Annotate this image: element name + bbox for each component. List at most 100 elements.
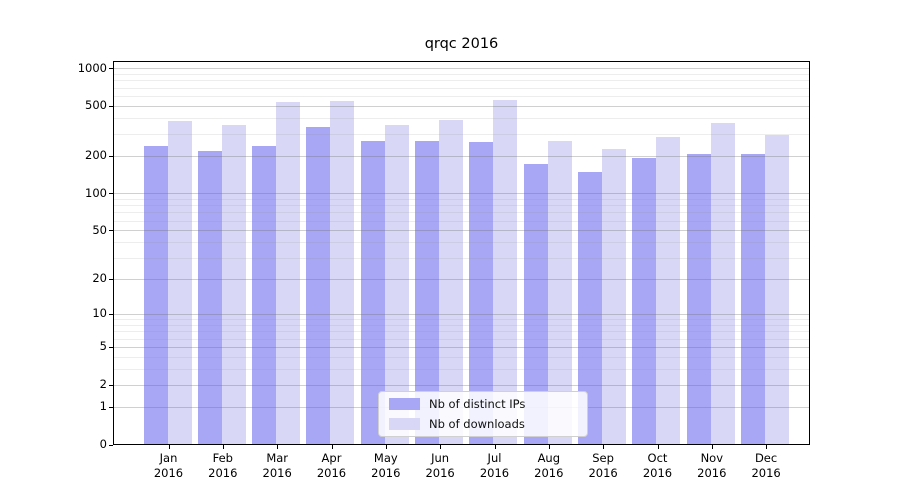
x-tick-label-month: Feb [212, 451, 233, 465]
x-tick [222, 445, 224, 449]
bar-downloads-nov [710, 123, 735, 445]
gridline-minor [114, 133, 809, 135]
x-tick-label-year: 2016 [262, 466, 292, 480]
x-tick-label-month: Jul [487, 451, 502, 465]
y-tick [109, 105, 113, 107]
y-tick-label: 1 [99, 399, 107, 414]
y-tick [109, 406, 113, 408]
x-tick-label-month: Mar [266, 451, 289, 465]
bar-downloads-jul [493, 99, 518, 445]
gridline-minor [114, 74, 809, 75]
bar-downloads-mar [276, 101, 301, 445]
x-tick-label-year: 2016 [371, 466, 401, 480]
legend-swatch-distinct-ips [389, 398, 420, 411]
x-tick-label-year: 2016 [751, 466, 781, 480]
gridline-minor [114, 319, 809, 321]
y-tick [109, 313, 113, 315]
gridline-minor [114, 369, 809, 370]
gridline-major [114, 313, 809, 315]
legend: Nb of distinct IPs Nb of downloads [378, 391, 588, 437]
y-tick [109, 230, 113, 232]
gridline-minor [114, 96, 809, 97]
x-tick-label-month: Jun [431, 451, 450, 465]
gridline-major [114, 346, 809, 348]
x-tick [657, 445, 659, 449]
gridline-major [114, 155, 809, 157]
x-tick-label-month: Oct [647, 451, 668, 465]
gridline-minor [114, 205, 809, 207]
x-tick-label-year: 2016 [697, 466, 727, 480]
x-tick-label-month: Sep [592, 451, 614, 465]
bar-downloads-jun [439, 119, 464, 445]
gridline-major [114, 230, 809, 232]
x-tick-label-year: 2016 [153, 466, 184, 480]
x-tick-label-year: 2016 [588, 466, 618, 480]
y-tick [109, 444, 113, 446]
x-tick [548, 445, 550, 449]
y-tick-label: 2 [99, 377, 107, 392]
y-tick-label: 1000 [77, 60, 107, 75]
gridline-minor [114, 80, 809, 82]
bar-distinct-ips-apr [306, 127, 331, 445]
gridline-major [114, 384, 809, 386]
x-tick-label-year: 2016 [479, 466, 510, 480]
x-tick [331, 445, 333, 449]
bar-downloads-apr [330, 100, 355, 445]
y-tick-label: 5 [99, 339, 107, 354]
gridline-minor [114, 118, 809, 120]
bar-downloads-dec [765, 134, 790, 445]
legend-entry-downloads: Nb of downloads [379, 417, 587, 431]
x-tick-label-month: Aug [537, 451, 561, 465]
legend-swatch-downloads [389, 417, 420, 430]
gridline-major [114, 193, 809, 195]
x-tick [277, 445, 279, 449]
y-tick [109, 346, 113, 348]
x-tick-label-month: Jan [159, 451, 178, 465]
gridline-major [114, 105, 809, 107]
y-tick [109, 68, 113, 70]
bar-downloads-sep [602, 148, 627, 445]
bar-distinct-ips-mar [252, 146, 277, 445]
gridline-major [114, 278, 809, 280]
bar-distinct-ips-jan [143, 145, 168, 445]
x-tick-label-month: Nov [700, 451, 724, 465]
x-tick-label-month: Dec [754, 451, 778, 465]
gridline-minor [114, 242, 809, 244]
y-tick-label: 200 [85, 148, 107, 163]
y-tick [109, 278, 113, 280]
x-tick-label-year: 2016 [316, 466, 347, 480]
x-tick [440, 445, 442, 449]
gridline-minor [114, 198, 809, 200]
y-tick [109, 193, 113, 195]
gridline-minor [114, 257, 809, 259]
y-tick-label: 500 [85, 98, 107, 113]
x-tick [385, 445, 387, 449]
x-tick [711, 445, 713, 449]
bar-downloads-oct [656, 137, 681, 445]
y-tick [109, 384, 113, 386]
x-tick [766, 445, 768, 449]
legend-label-downloads: Nb of downloads [429, 416, 525, 431]
x-tick [603, 445, 605, 449]
x-tick-label-year: 2016 [642, 466, 673, 480]
bar-distinct-ips-nov [686, 153, 711, 445]
y-tick-label: 10 [92, 306, 107, 321]
x-tick-label-year: 2016 [208, 466, 238, 480]
gridline-minor [114, 331, 809, 333]
gridline-minor [114, 220, 809, 222]
x-tick-label-year: 2016 [425, 466, 455, 480]
y-tick-label: 50 [92, 222, 107, 237]
y-tick [109, 155, 113, 157]
x-tick-label-month: May [373, 451, 398, 465]
chart-title: qrqc 2016 [424, 36, 499, 52]
gridline-minor [114, 212, 809, 214]
x-tick-label-year: 2016 [534, 466, 564, 480]
gridline-minor [114, 324, 809, 326]
y-tick-label: 20 [92, 271, 107, 286]
legend-entry-distinct-ips: Nb of distinct IPs [379, 397, 587, 411]
bar-downloads-jan [167, 120, 192, 445]
gridline-minor [114, 356, 809, 358]
y-tick-label: 0 [99, 437, 107, 451]
x-tick-label-month: Apr [321, 451, 342, 465]
